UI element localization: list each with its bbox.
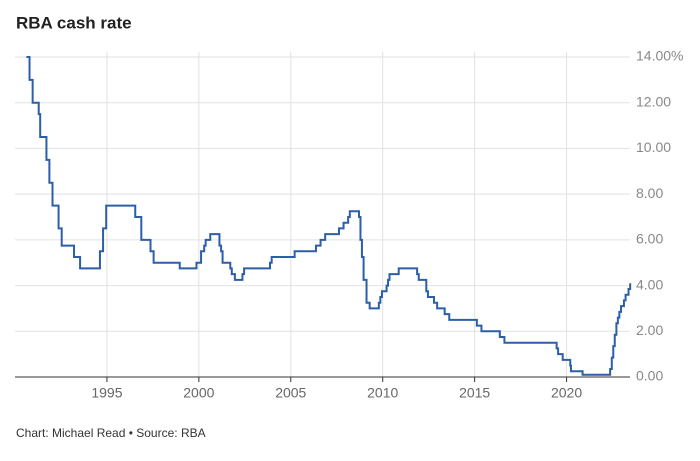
y-tick-label: 12.00 [636,93,671,109]
chart-source: Chart: Michael Read • Source: RBA [16,426,206,440]
chart-title: RBA cash rate [16,13,132,32]
x-tick-label: 2010 [367,385,398,401]
y-tick-label: 6.00 [636,231,663,247]
y-tick-label: 4.00 [636,276,663,292]
y-tick-label: 8.00 [636,185,663,201]
data-line [26,56,632,376]
y-tick-label: 0.00 [636,368,663,384]
y-tick-label: 10.00 [636,139,671,155]
x-tick-label: 2000 [183,385,214,401]
x-tick-label: 2015 [459,385,490,401]
x-tick-label: 2005 [275,385,306,401]
y-tick-label: 2.00 [636,322,663,338]
x-tick-label: 2020 [551,385,582,401]
x-tick-label: 1995 [91,385,122,401]
y-tick-label: 14.00% [636,48,683,64]
